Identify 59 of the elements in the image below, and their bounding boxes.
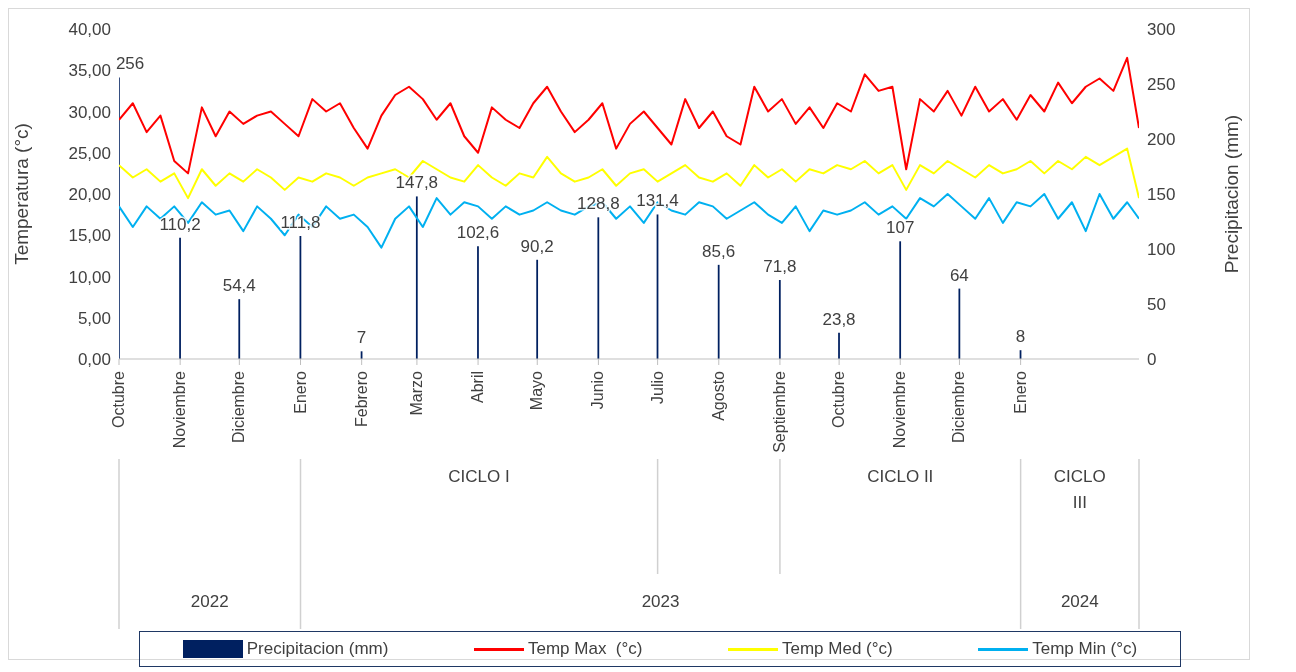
y-tick-label: 5,00 <box>77 308 111 328</box>
legend-label: Temp Min (°c) <box>1032 639 1138 659</box>
legend-label: Temp Med (°c) <box>781 639 893 659</box>
y-tick-label: 25,00 <box>68 143 111 163</box>
x-tick-label: Noviembre <box>891 370 909 449</box>
text: CICLO I <box>447 466 511 488</box>
x-tick-label: Enero <box>1011 370 1029 414</box>
x-tick-label: Julio <box>648 370 666 404</box>
x-tick-label: Abril <box>469 371 487 404</box>
y-tick-label: 40,00 <box>68 20 111 40</box>
data-label: 90,2 <box>520 236 554 256</box>
y2-tick-label: 250 <box>1147 75 1176 95</box>
data-label: 8 <box>1015 327 1026 347</box>
x-tick-label: Septiembre <box>770 370 788 453</box>
data-label: 85,6 <box>702 241 736 261</box>
y-tick-label: 15,00 <box>68 226 111 246</box>
y-tick-label: 0,00 <box>77 350 111 370</box>
x-tick-label: Junio <box>589 370 607 410</box>
line-series <box>119 56 1139 175</box>
data-label: 102,6 <box>456 223 500 243</box>
y-tick-label: 10,00 <box>68 267 111 287</box>
data-label: 7 <box>356 328 367 348</box>
y2-tick-label: 50 <box>1147 295 1166 315</box>
text: CICLO III <box>1052 466 1107 514</box>
data-label: 71,8 <box>763 257 797 277</box>
x-tick-label: Mayo <box>528 370 546 411</box>
legend-label: Precipitacion (mm) <box>246 639 389 659</box>
data-label: 107 <box>885 218 915 238</box>
data-label: 147,8 <box>395 173 439 193</box>
y2-tick-label: 300 <box>1147 20 1176 40</box>
x-tick-label: Octubre <box>830 370 848 428</box>
x-tick-label: Octubre <box>110 370 127 428</box>
x-tick-label: Marzo <box>407 370 425 416</box>
y-tick-label: 20,00 <box>68 185 111 205</box>
data-label: 256 <box>115 54 145 74</box>
x-tick-label: Diciembre <box>230 370 248 444</box>
legend-label: Temp Max (°c) <box>527 639 643 659</box>
data-label: 64 <box>949 265 969 285</box>
text: 2023 <box>640 591 681 613</box>
x-tick-label: Diciembre <box>950 370 968 444</box>
x-tick-label: Agosto <box>709 370 727 421</box>
data-label: 54,4 <box>222 276 256 296</box>
x-tick-label: Noviembre <box>171 370 189 449</box>
text: 2022 <box>189 591 230 613</box>
y2-axis-title: Precipitacion (mm) <box>1220 114 1242 274</box>
y-axis-title: Temperatura (°c) <box>10 123 32 265</box>
y2-tick-label: 200 <box>1147 130 1176 150</box>
y2-tick-label: 100 <box>1147 240 1176 260</box>
y2-tick-label: 0 <box>1147 350 1157 370</box>
x-tick-label: Enero <box>291 370 309 414</box>
text: 2024 <box>1059 591 1100 613</box>
text: CICLO II <box>866 466 935 488</box>
data-label: 23,8 <box>822 309 856 329</box>
data-label: 131,4 <box>636 191 679 211</box>
y2-tick-label: 150 <box>1147 185 1176 205</box>
data-label: 110,2 <box>159 214 201 234</box>
y-tick-label: 30,00 <box>68 102 111 122</box>
y-tick-label: 35,00 <box>68 61 111 81</box>
x-tick-label: Febrero <box>352 370 370 428</box>
